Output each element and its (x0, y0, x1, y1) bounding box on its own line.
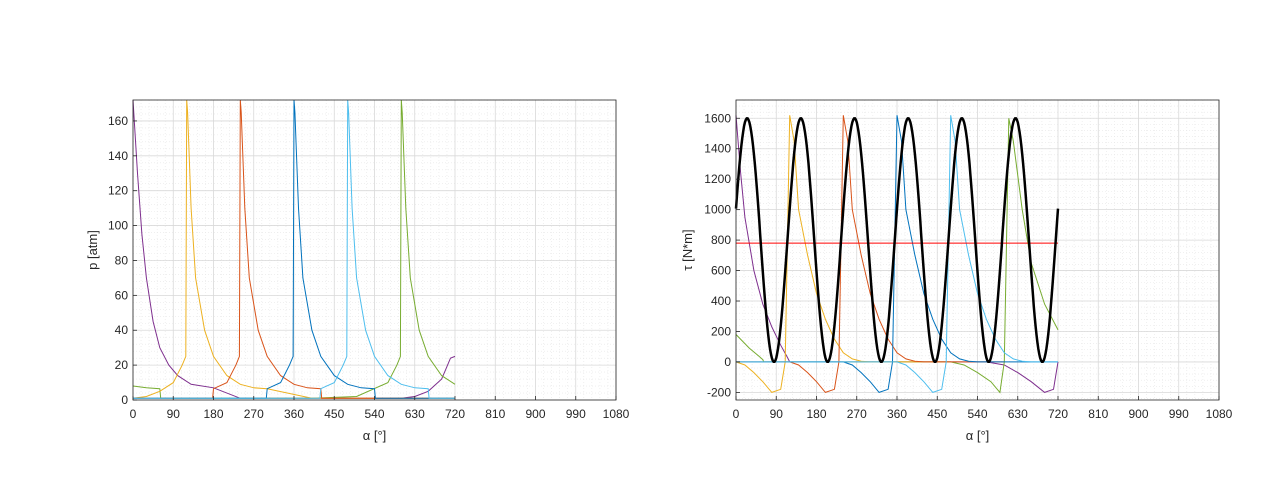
x-tick-label: 900 (1128, 407, 1148, 421)
y-tick-label: 20 (115, 358, 129, 372)
y-tick-label: 1000 (704, 203, 731, 217)
y-tick-label: -200 (707, 385, 731, 399)
y-tick-label: 600 (711, 264, 731, 278)
pressure-chart: 0 90 180 270 360 450 540 630 720 810 900 990 1080 0 20… (85, 100, 630, 443)
x-tick-label: 270 (244, 407, 264, 421)
x-axis-label: α [°] (363, 428, 387, 443)
x-axis-label: α [°] (966, 428, 990, 443)
y-tick-label: 0 (724, 355, 731, 369)
x-tick-label: 630 (405, 407, 425, 421)
x-tick-label: 810 (485, 407, 505, 421)
y-tick-label: 100 (108, 219, 128, 233)
y-tick-label: 80 (115, 253, 129, 267)
x-tick-label: 630 (1008, 407, 1028, 421)
y-tick-label: 800 (711, 233, 731, 247)
x-tick-label: 540 (364, 407, 384, 421)
x-tick-label: 990 (566, 407, 586, 421)
y-tick-label: 60 (115, 288, 129, 302)
x-tick-label: 450 (324, 407, 344, 421)
x-tick-label: 180 (203, 407, 223, 421)
torque-chart: 0 90 180 270 360 450 540 630 720 810 900 990 1080 -20… (680, 100, 1233, 443)
x-tick-label: 990 (1169, 407, 1189, 421)
y-tick-label: 40 (115, 323, 129, 337)
x-tick-label: 360 (284, 407, 304, 421)
x-tick-label: 540 (967, 407, 987, 421)
y-tick-label: 1400 (704, 142, 731, 156)
y-tick-label: 1600 (704, 111, 731, 125)
x-tick-label: 720 (445, 407, 465, 421)
x-tick-label: 900 (525, 407, 545, 421)
x-tick-label: 0 (733, 407, 740, 421)
x-tick-label: 1080 (603, 407, 630, 421)
x-tick-label: 90 (167, 407, 181, 421)
y-tick-label: 0 (121, 393, 128, 407)
y-tick-label: 1200 (704, 172, 731, 186)
y-tick-label: 400 (711, 294, 731, 308)
grid (736, 100, 1219, 400)
x-tick-label: 180 (806, 407, 826, 421)
y-axis-label: τ [N*m] (680, 229, 695, 270)
y-tick-label: 160 (108, 114, 128, 128)
x-tick-label: 0 (130, 407, 137, 421)
x-tick-label: 90 (770, 407, 784, 421)
x-tick-label: 360 (887, 407, 907, 421)
x-tick-label: 720 (1048, 407, 1068, 421)
y-tick-label: 140 (108, 149, 128, 163)
x-tick-label: 810 (1088, 407, 1108, 421)
x-tick-label: 270 (847, 407, 867, 421)
y-tick-label: 200 (711, 324, 731, 338)
x-tick-label: 450 (927, 407, 947, 421)
y-axis-label: p [atm] (85, 230, 100, 270)
x-tick-label: 1080 (1206, 407, 1233, 421)
y-tick-label: 120 (108, 184, 128, 198)
